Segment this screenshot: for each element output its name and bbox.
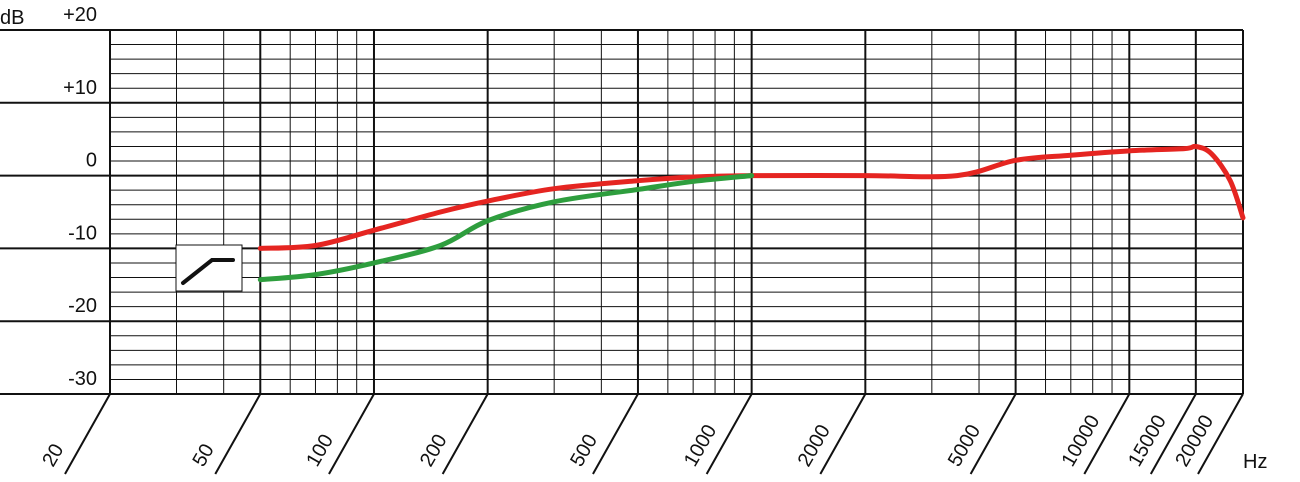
- x-tick-mark: [819, 393, 867, 475]
- y-axis-label: dB: [0, 7, 24, 29]
- x-tick-mark: [214, 393, 262, 475]
- high-pass-icon: [175, 244, 243, 292]
- x-tick-mark: [1083, 393, 1131, 475]
- response-curve: [257, 173, 755, 283]
- x-tick-label: 15000: [1124, 411, 1171, 470]
- x-tick-label: 5000: [944, 421, 985, 471]
- icon-curve: [181, 258, 235, 285]
- x-tick-label: 100: [302, 431, 338, 471]
- y-tick-label: -10: [68, 222, 97, 244]
- x-tick-mark: [441, 393, 489, 475]
- x-tick-mark: [705, 393, 753, 475]
- x-tick-mark: [1197, 393, 1244, 475]
- y-tick-label: -30: [68, 368, 97, 390]
- icon-box: [175, 244, 243, 292]
- x-tick-mark: [328, 393, 375, 475]
- x-tick-mark: [969, 393, 1017, 475]
- x-tick-label: 1000: [680, 421, 721, 471]
- x-tick-label: 20000: [1171, 411, 1218, 470]
- x-tick-label: 10000: [1058, 411, 1105, 470]
- x-tick-label: 500: [566, 431, 602, 471]
- x-tick-mark: [1149, 393, 1197, 475]
- y-tick-label: -20: [68, 295, 97, 317]
- x-tick-label: 50: [189, 440, 219, 470]
- x-axis-label: Hz: [1243, 451, 1267, 473]
- y-tick-label: +10: [63, 77, 97, 99]
- x-tick-label: 20: [38, 440, 68, 470]
- x-tick-mark: [592, 393, 639, 475]
- response-curve: [257, 143, 1246, 251]
- x-tick-label: 200: [416, 431, 452, 471]
- y-tick-label: 0: [86, 150, 97, 172]
- y-tick-label: +20: [63, 4, 97, 26]
- x-tick-label: 2000: [794, 421, 835, 471]
- x-tick-mark: [64, 393, 111, 475]
